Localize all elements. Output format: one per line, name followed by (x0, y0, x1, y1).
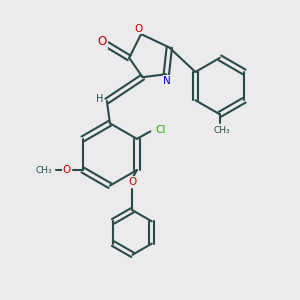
Text: N: N (163, 76, 171, 86)
Text: O: O (98, 35, 107, 48)
Text: CH₃: CH₃ (35, 166, 52, 175)
Text: CH₃: CH₃ (213, 126, 230, 135)
Text: H: H (96, 94, 103, 103)
Text: O: O (62, 165, 70, 175)
Text: Cl: Cl (155, 125, 165, 135)
Text: O: O (135, 24, 143, 34)
Text: O: O (128, 177, 136, 187)
